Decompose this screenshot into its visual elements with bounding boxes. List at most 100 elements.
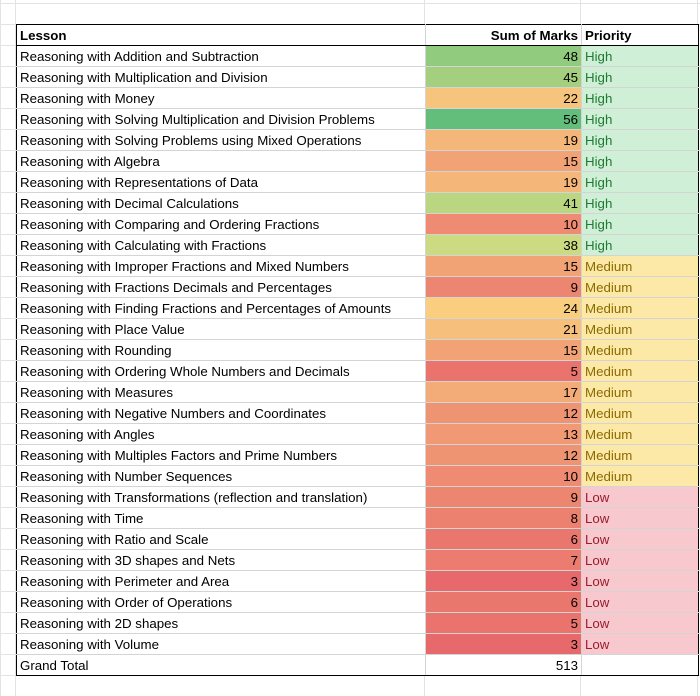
- lesson-cell[interactable]: Reasoning with Place Value: [16, 318, 426, 340]
- priority-cell[interactable]: High: [581, 171, 699, 193]
- table-row: Reasoning with Solving Multiplication an…: [16, 108, 699, 130]
- marks-cell[interactable]: 6: [425, 528, 582, 550]
- priority-cell[interactable]: Medium: [581, 276, 699, 298]
- marks-cell[interactable]: 15: [425, 255, 582, 277]
- lesson-cell[interactable]: Reasoning with Order of Operations: [16, 591, 426, 613]
- marks-cell[interactable]: 19: [425, 171, 582, 193]
- priority-cell[interactable]: Medium: [581, 360, 699, 382]
- marks-cell[interactable]: 48: [425, 45, 582, 67]
- lesson-cell[interactable]: Reasoning with Solving Multiplication an…: [16, 108, 426, 130]
- lesson-cell[interactable]: Reasoning with Multiplication and Divisi…: [16, 66, 426, 88]
- marks-cell[interactable]: 19: [425, 129, 582, 151]
- priority-cell[interactable]: Medium: [581, 465, 699, 487]
- lesson-cell[interactable]: Reasoning with Volume: [16, 633, 426, 655]
- priority-cell[interactable]: Low: [581, 612, 699, 634]
- priority-cell[interactable]: Low: [581, 633, 699, 655]
- priority-cell[interactable]: Low: [581, 528, 699, 550]
- priority-cell[interactable]: High: [581, 66, 699, 88]
- priority-cell[interactable]: High: [581, 213, 699, 235]
- priority-cell[interactable]: Medium: [581, 297, 699, 319]
- lesson-cell[interactable]: Reasoning with Solving Problems using Mi…: [16, 129, 426, 151]
- marks-cell[interactable]: 7: [425, 549, 582, 571]
- priority-cell[interactable]: Medium: [581, 381, 699, 403]
- marks-cell[interactable]: 13: [425, 423, 582, 445]
- priority-cell[interactable]: High: [581, 234, 699, 256]
- table-row: Reasoning with Multiplication and Divisi…: [16, 66, 699, 88]
- table-row: Reasoning with Transformations (reflecti…: [16, 486, 699, 508]
- marks-cell[interactable]: 10: [425, 465, 582, 487]
- priority-cell[interactable]: Medium: [581, 339, 699, 361]
- lesson-cell[interactable]: Reasoning with Finding Fractions and Per…: [16, 297, 426, 319]
- lesson-cell[interactable]: Reasoning with Time: [16, 507, 426, 529]
- marks-cell[interactable]: 45: [425, 66, 582, 88]
- marks-cell[interactable]: 9: [425, 486, 582, 508]
- lesson-cell[interactable]: Reasoning with Comparing and Ordering Fr…: [16, 213, 426, 235]
- marks-cell[interactable]: 8: [425, 507, 582, 529]
- lesson-cell[interactable]: Reasoning with Transformations (reflecti…: [16, 486, 426, 508]
- lesson-cell[interactable]: Reasoning with Ordering Whole Numbers an…: [16, 360, 426, 382]
- lesson-cell[interactable]: Reasoning with Improper Fractions and Mi…: [16, 255, 426, 277]
- marks-cell[interactable]: 12: [425, 402, 582, 424]
- priority-cell[interactable]: Low: [581, 507, 699, 529]
- grand-total-priority[interactable]: [581, 654, 699, 676]
- marks-cell[interactable]: 21: [425, 318, 582, 340]
- priority-cell[interactable]: High: [581, 108, 699, 130]
- marks-cell[interactable]: 6: [425, 591, 582, 613]
- lesson-cell[interactable]: Reasoning with Number Sequences: [16, 465, 426, 487]
- lesson-cell[interactable]: Reasoning with Fractions Decimals and Pe…: [16, 276, 426, 298]
- lesson-cell[interactable]: Reasoning with Rounding: [16, 339, 426, 361]
- lesson-cell[interactable]: Reasoning with Measures: [16, 381, 426, 403]
- marks-cell[interactable]: 56: [425, 108, 582, 130]
- marks-cell[interactable]: 12: [425, 444, 582, 466]
- priority-cell[interactable]: Medium: [581, 423, 699, 445]
- lesson-cell[interactable]: Reasoning with Decimal Calculations: [16, 192, 426, 214]
- priority-cell[interactable]: Low: [581, 549, 699, 571]
- header-priority[interactable]: Priority: [581, 24, 699, 46]
- priority-cell[interactable]: Low: [581, 591, 699, 613]
- priority-cell[interactable]: Low: [581, 570, 699, 592]
- table-row: Reasoning with Money 22 High: [16, 87, 699, 109]
- marks-cell[interactable]: 5: [425, 360, 582, 382]
- priority-cell[interactable]: Low: [581, 486, 699, 508]
- pivot-table: Lesson Sum of Marks Priority Reasoning w…: [16, 24, 699, 676]
- lesson-cell[interactable]: Reasoning with Representations of Data: [16, 171, 426, 193]
- lesson-cell[interactable]: Reasoning with Perimeter and Area: [16, 570, 426, 592]
- priority-cell[interactable]: Medium: [581, 318, 699, 340]
- lesson-cell[interactable]: Reasoning with Angles: [16, 423, 426, 445]
- marks-cell[interactable]: 24: [425, 297, 582, 319]
- lesson-cell[interactable]: Reasoning with 3D shapes and Nets: [16, 549, 426, 571]
- lesson-cell[interactable]: Reasoning with Addition and Subtraction: [16, 45, 426, 67]
- header-lesson[interactable]: Lesson: [16, 24, 426, 46]
- lesson-cell[interactable]: Reasoning with 2D shapes: [16, 612, 426, 634]
- priority-cell[interactable]: Medium: [581, 255, 699, 277]
- priority-cell[interactable]: Medium: [581, 402, 699, 424]
- marks-cell[interactable]: 3: [425, 633, 582, 655]
- marks-cell[interactable]: 10: [425, 213, 582, 235]
- grand-total-marks[interactable]: 513: [425, 654, 582, 676]
- marks-cell[interactable]: 3: [425, 570, 582, 592]
- grand-total-label[interactable]: Grand Total: [16, 654, 426, 676]
- lesson-cell[interactable]: Reasoning with Negative Numbers and Coor…: [16, 402, 426, 424]
- header-sum-of-marks[interactable]: Sum of Marks: [425, 24, 582, 46]
- marks-cell[interactable]: 22: [425, 87, 582, 109]
- priority-cell[interactable]: High: [581, 87, 699, 109]
- marks-cell[interactable]: 17: [425, 381, 582, 403]
- marks-cell[interactable]: 9: [425, 276, 582, 298]
- lesson-cell[interactable]: Reasoning with Money: [16, 87, 426, 109]
- marks-cell[interactable]: 5: [425, 612, 582, 634]
- lesson-cell[interactable]: Reasoning with Multiples Factors and Pri…: [16, 444, 426, 466]
- lesson-cell[interactable]: Reasoning with Ratio and Scale: [16, 528, 426, 550]
- priority-cell[interactable]: High: [581, 45, 699, 67]
- table-row: Reasoning with Volume 3 Low: [16, 633, 699, 655]
- priority-cell[interactable]: High: [581, 129, 699, 151]
- marks-cell[interactable]: 15: [425, 339, 582, 361]
- priority-cell[interactable]: High: [581, 192, 699, 214]
- lesson-cell[interactable]: Reasoning with Calculating with Fraction…: [16, 234, 426, 256]
- marks-cell[interactable]: 41: [425, 192, 582, 214]
- lesson-cell[interactable]: Reasoning with Algebra: [16, 150, 426, 172]
- marks-cell[interactable]: 15: [425, 150, 582, 172]
- table-row: Reasoning with Improper Fractions and Mi…: [16, 255, 699, 277]
- marks-cell[interactable]: 38: [425, 234, 582, 256]
- priority-cell[interactable]: Medium: [581, 444, 699, 466]
- priority-cell[interactable]: High: [581, 150, 699, 172]
